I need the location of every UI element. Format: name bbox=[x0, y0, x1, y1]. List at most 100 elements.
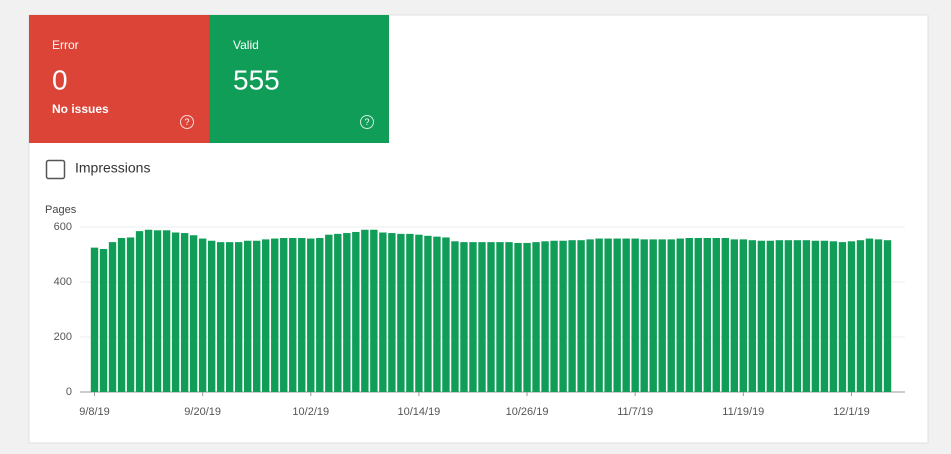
x-tick-label: 10/2/19 bbox=[292, 406, 329, 418]
bar bbox=[559, 240, 567, 392]
card-bg bbox=[29, 15, 209, 143]
bar bbox=[721, 238, 729, 392]
bar bbox=[712, 238, 720, 392]
bar bbox=[271, 238, 279, 392]
bar bbox=[802, 240, 811, 392]
bar bbox=[406, 233, 414, 392]
bar bbox=[325, 234, 333, 392]
bar bbox=[703, 238, 711, 392]
card-value: 555 bbox=[233, 64, 280, 95]
bar bbox=[784, 240, 793, 392]
card-bg bbox=[209, 15, 389, 143]
y-tick-label: 400 bbox=[54, 276, 72, 288]
bar bbox=[117, 238, 126, 392]
bar bbox=[604, 238, 612, 392]
bar bbox=[775, 240, 784, 392]
bar bbox=[316, 238, 324, 392]
bar bbox=[883, 240, 892, 392]
bar bbox=[838, 242, 847, 392]
help-icon[interactable] bbox=[360, 115, 374, 129]
checkbox-label[interactable]: Impressions bbox=[75, 160, 150, 176]
bar bbox=[550, 240, 558, 392]
bar bbox=[370, 229, 378, 392]
bar bbox=[162, 230, 171, 392]
bar bbox=[307, 238, 315, 392]
bar bbox=[343, 233, 351, 392]
y-axis-label: Pages bbox=[45, 204, 77, 216]
bar bbox=[766, 240, 775, 392]
valid-card[interactable]: Valid 555 ? bbox=[209, 15, 389, 143]
x-tick-label: 10/26/19 bbox=[506, 406, 549, 418]
bar bbox=[514, 242, 522, 392]
bar bbox=[216, 242, 225, 392]
bar bbox=[541, 241, 549, 392]
bar bbox=[622, 238, 630, 392]
x-tick-label: 10/14/19 bbox=[397, 406, 440, 418]
bar bbox=[577, 240, 585, 392]
card-label: Valid bbox=[233, 38, 259, 52]
bar bbox=[262, 239, 270, 392]
bar bbox=[153, 230, 162, 392]
bar bbox=[90, 247, 99, 392]
bar bbox=[739, 239, 748, 392]
bar bbox=[198, 238, 207, 392]
bar bbox=[469, 242, 477, 392]
bar bbox=[874, 239, 883, 392]
y-tick-label: 0 bbox=[66, 386, 72, 398]
bar bbox=[505, 242, 513, 392]
bar bbox=[640, 239, 648, 392]
bar bbox=[793, 240, 802, 392]
bar bbox=[523, 242, 531, 392]
card-label: Error bbox=[52, 38, 79, 52]
bar bbox=[225, 242, 234, 392]
bar bbox=[298, 238, 306, 392]
bar bbox=[694, 238, 702, 392]
bar bbox=[253, 240, 261, 392]
bar bbox=[171, 232, 180, 392]
bar bbox=[144, 229, 153, 392]
help-glyph: ? bbox=[364, 117, 369, 127]
bar bbox=[730, 239, 738, 392]
bar bbox=[352, 231, 360, 392]
bar bbox=[631, 238, 639, 392]
bar bbox=[811, 240, 820, 392]
bar bbox=[388, 233, 396, 392]
bar bbox=[99, 249, 108, 392]
bar bbox=[451, 241, 459, 392]
bar bbox=[397, 233, 405, 392]
x-tick-label: 9/8/19 bbox=[79, 406, 110, 418]
card-note: No issues bbox=[52, 102, 109, 116]
bar bbox=[189, 235, 198, 392]
x-tick-label: 12/1/19 bbox=[833, 406, 870, 418]
bar bbox=[856, 240, 865, 392]
bar bbox=[757, 240, 766, 392]
x-tick-label: 9/20/19 bbox=[184, 406, 221, 418]
bar bbox=[126, 237, 135, 392]
bar bbox=[361, 229, 369, 392]
bar bbox=[820, 240, 829, 392]
bar bbox=[478, 242, 486, 392]
help-icon[interactable] bbox=[180, 115, 194, 129]
bar bbox=[847, 241, 856, 392]
bar bbox=[649, 239, 657, 392]
bar bbox=[207, 240, 216, 392]
error-card[interactable]: Error 0 No issues ? bbox=[29, 15, 209, 143]
bar bbox=[280, 238, 288, 392]
bar bbox=[244, 240, 252, 392]
bar bbox=[595, 238, 603, 392]
x-tick-label: 11/7/19 bbox=[617, 406, 653, 418]
bar bbox=[568, 240, 576, 392]
bar bbox=[586, 239, 594, 392]
bar bbox=[289, 238, 297, 392]
checkbox[interactable] bbox=[45, 159, 66, 180]
y-tick-label: 600 bbox=[54, 221, 72, 233]
bar bbox=[433, 236, 441, 392]
bar bbox=[424, 235, 432, 392]
bar bbox=[748, 240, 757, 392]
bar bbox=[667, 239, 675, 392]
y-tick-label: 200 bbox=[54, 331, 72, 343]
bar bbox=[487, 242, 495, 392]
bar bbox=[676, 238, 684, 392]
